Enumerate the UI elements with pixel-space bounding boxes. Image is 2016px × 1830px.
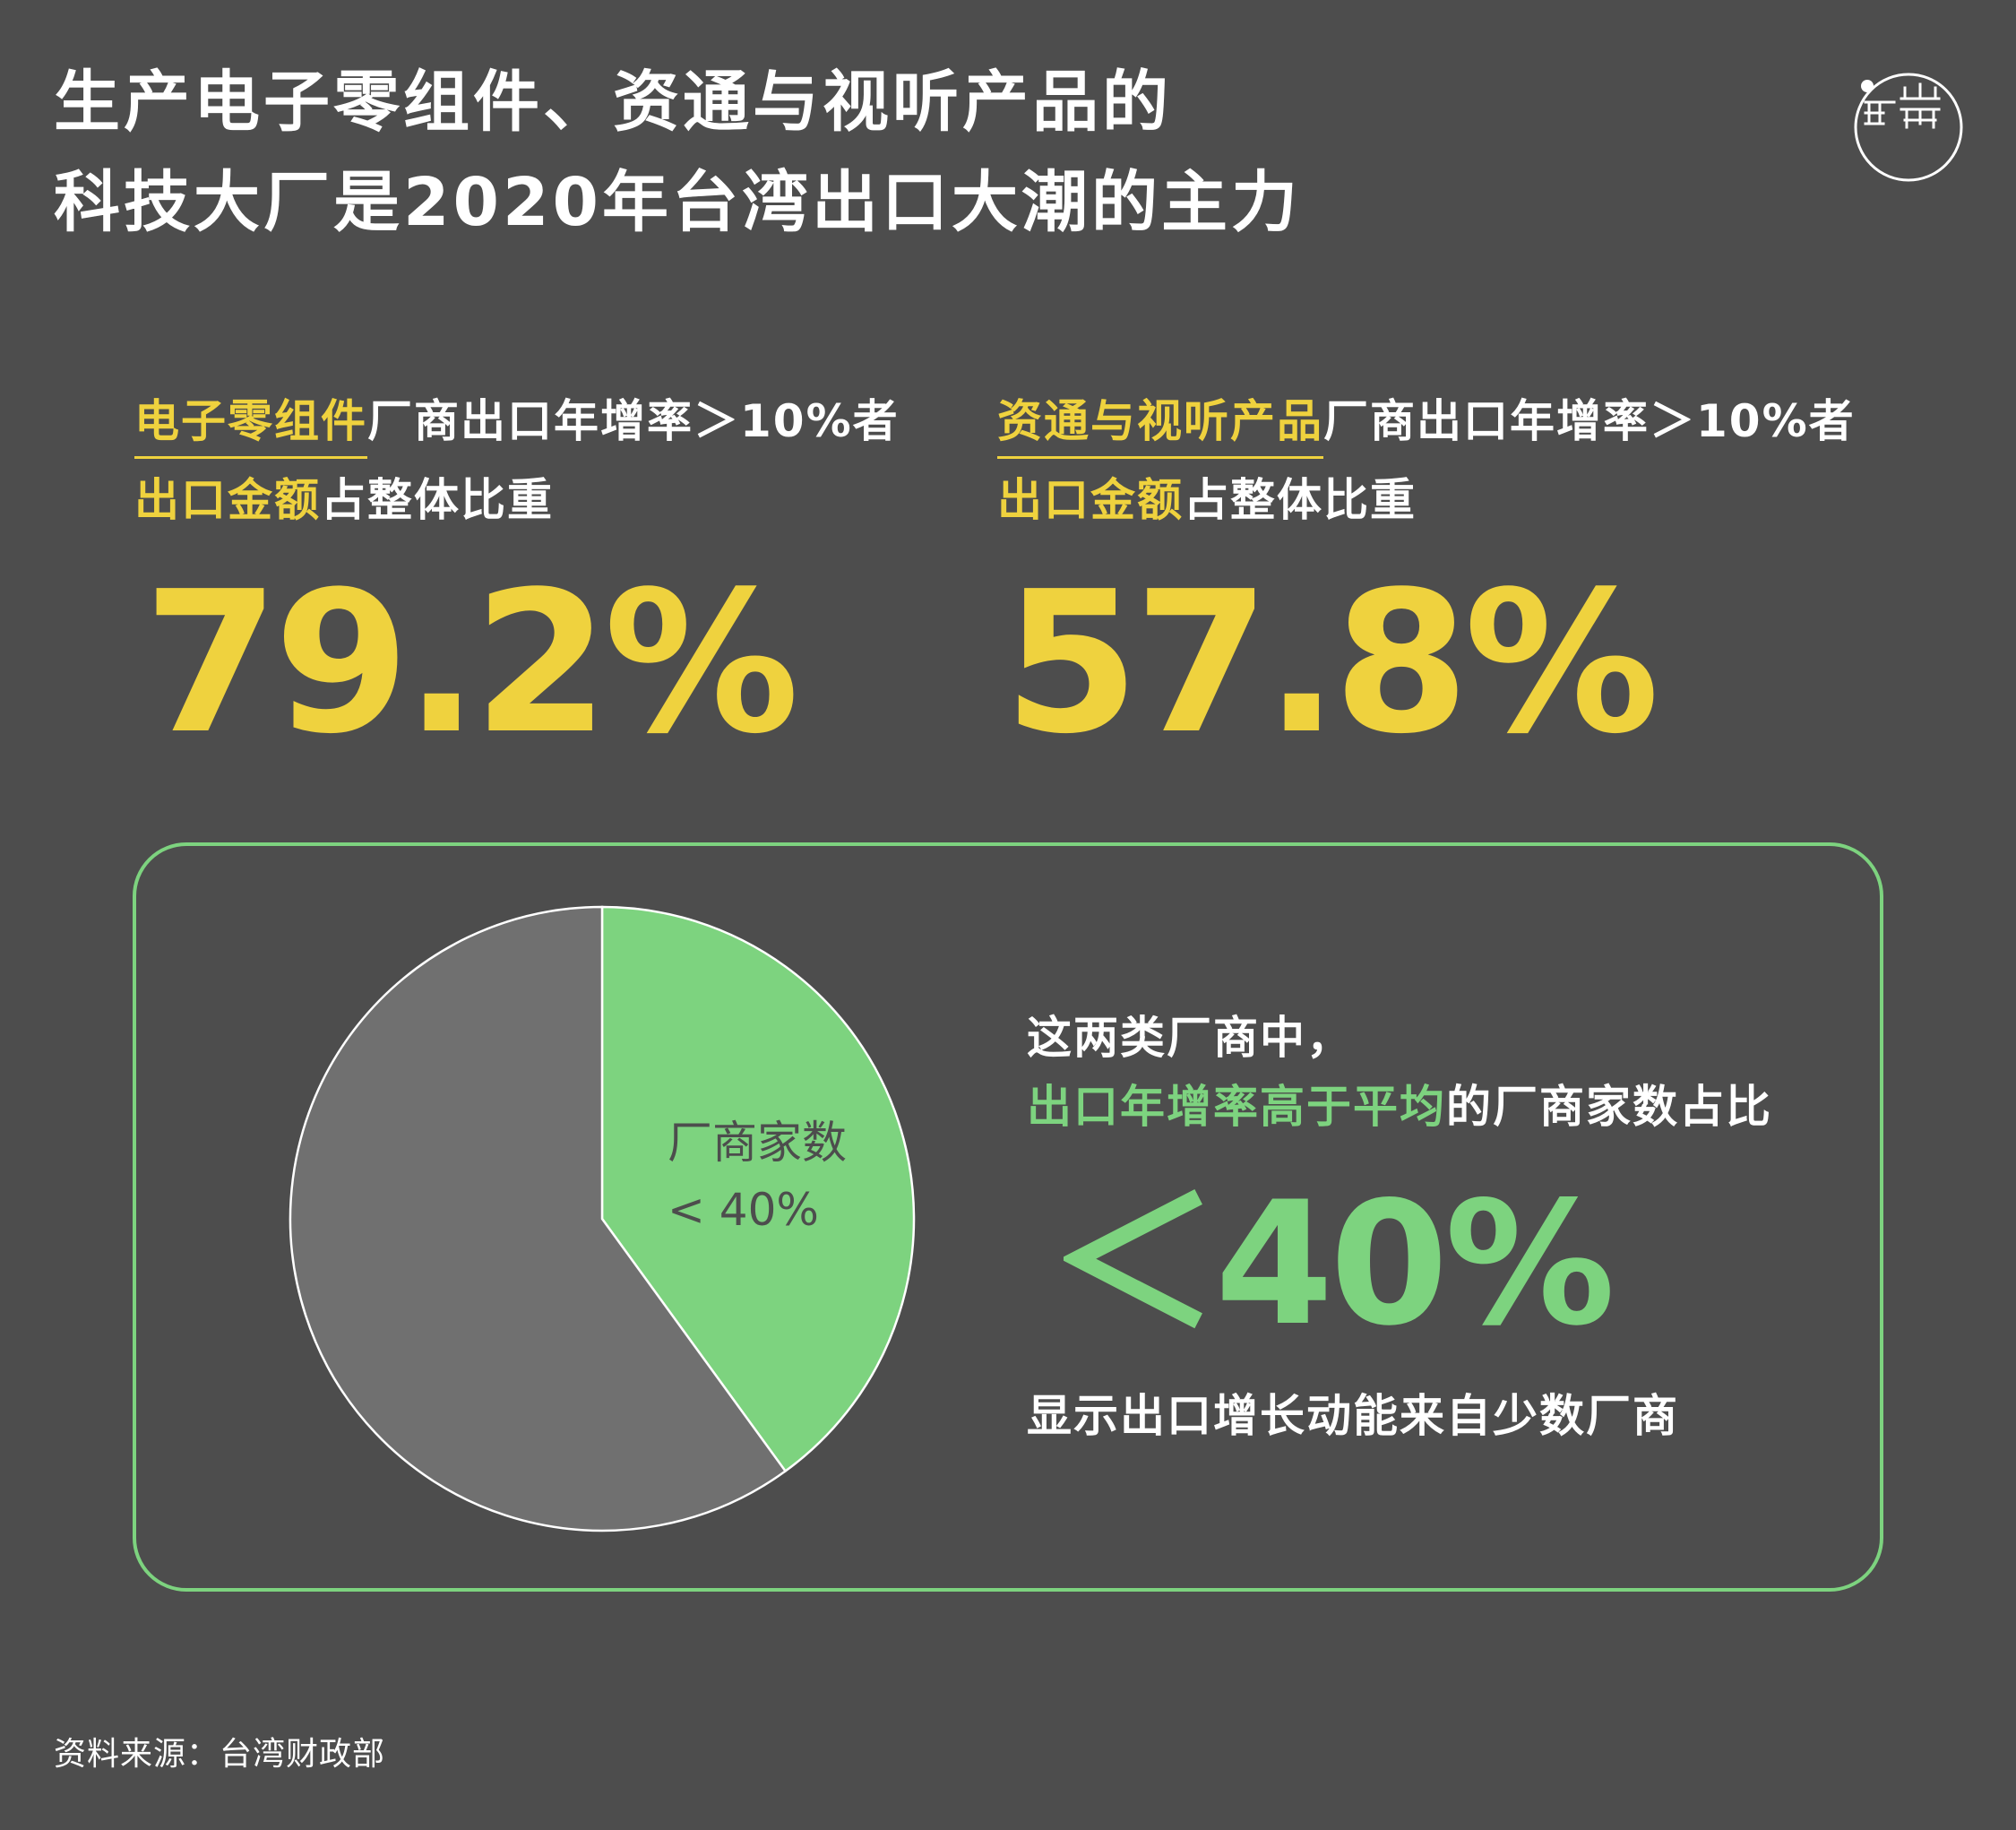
panel-line-2: 出口年增率高于平均的厂商家数占比 xyxy=(1027,1080,1772,1134)
stat-ict-highlight: 资通与视听产品 xyxy=(997,395,1323,459)
stat-ict-value: 57.8% xyxy=(1004,550,1659,777)
端-logo-icon xyxy=(1854,73,1963,182)
stat-ict-heading: 资通与视听产品厂商出口年增率＞10%者 xyxy=(997,394,1856,459)
pie-chart xyxy=(289,905,916,1532)
title-line-1: 生产电子零组件、资通与视听产品的 xyxy=(54,64,1172,141)
panel-line-2-highlight: 出口年增率高于平均 xyxy=(1027,1081,1446,1133)
panel-footer-line: 显示出口增长动能来自少数厂商 xyxy=(1027,1390,1679,1442)
stat-electronics-line2-rest: 占整体比重 xyxy=(321,474,554,526)
stat-electronics-rest: 厂商出口年增率＞10%者 xyxy=(367,395,900,447)
stat-ict-subheading: 出口金额占整体比重 xyxy=(997,473,1417,527)
stat-electronics-value: 79.2% xyxy=(143,550,799,777)
stat-electronics-line2-highlight: 出口金额 xyxy=(134,474,321,526)
pie-slice-sublabel: < 40% xyxy=(668,1184,819,1236)
stat-electronics-heading: 电子零组件厂商出口年增率＞10%者 xyxy=(134,394,900,459)
panel-line-1: 这两类厂商中， xyxy=(1027,1012,1353,1064)
pie-slice-2 xyxy=(289,905,788,1532)
stat-ict-rest: 厂商出口年增率＞10%者 xyxy=(1323,395,1856,447)
pie-slice-label: 厂商家数 xyxy=(668,1117,847,1169)
panel-big-value: ＜40% xyxy=(1048,1165,1615,1363)
stat-ict-line2-rest: 占整体比重 xyxy=(1184,474,1417,526)
pie-slice-1 xyxy=(600,905,916,1473)
stat-electronics-highlight: 电子零组件 xyxy=(134,395,367,459)
stat-ict-line2-highlight: 出口金额 xyxy=(997,474,1184,526)
highlight-panel xyxy=(133,842,1883,1592)
panel-line-2-rest: 的厂商家数占比 xyxy=(1446,1081,1772,1133)
title-line-2: 科技大厂是2020年台湾出口大潮的主力 xyxy=(54,164,1301,241)
stat-electronics-subheading: 出口金额占整体比重 xyxy=(134,473,554,527)
source-note: 资料来源：台湾财政部 xyxy=(54,1736,386,1773)
